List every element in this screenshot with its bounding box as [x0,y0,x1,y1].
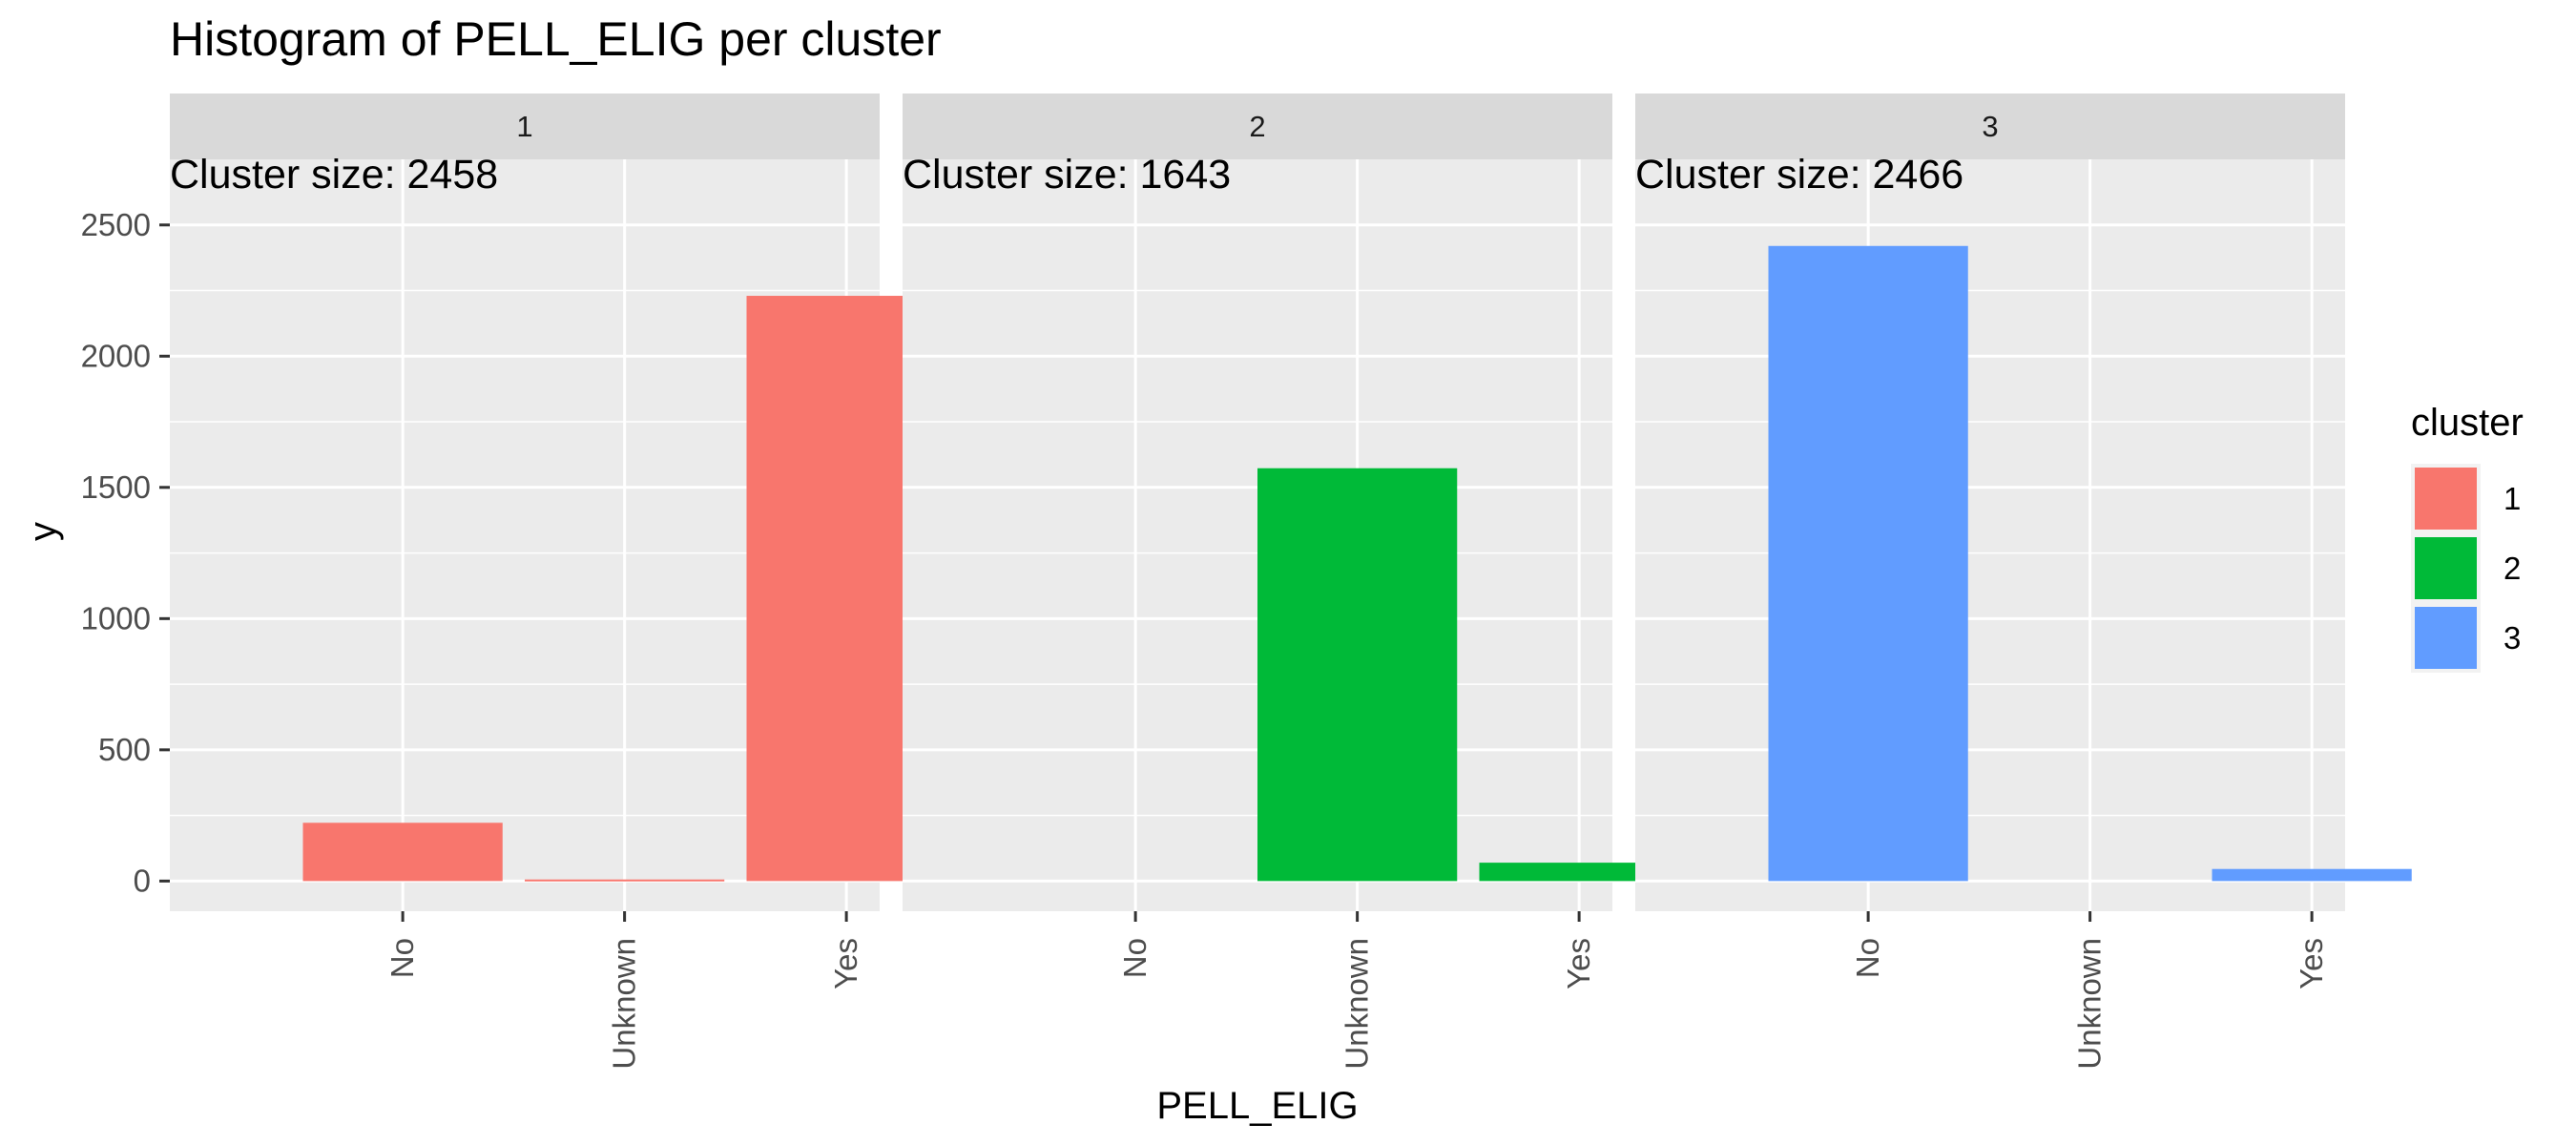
y-axis: 0 500 1000 1500 2000 2500 [81,207,170,898]
legend-swatch-1 [2415,468,2477,530]
cluster-size-annotation: Cluster size: 2458 [170,152,498,198]
x-axis-title: PELL_ELIG [1156,1085,1358,1127]
y-tick-label: 2000 [81,338,151,373]
y-axis-title: y [22,522,64,541]
bar-1-no [302,822,503,882]
bar-2-yes [1479,863,1679,882]
legend-title: cluster [2411,402,2524,444]
legend-label: 1 [2503,481,2521,516]
x-tick-label: No [384,938,420,978]
legend-label: 3 [2503,620,2521,656]
x-tick-label: Unknown [2072,938,2108,1070]
panel-background [1635,159,2345,911]
bar-3-yes [2212,868,2412,882]
x-tick-label: Yes [828,938,863,989]
y-tick-label: 1000 [81,600,151,635]
legend-swatch-2 [2415,537,2477,599]
x-tick-label: Yes [2294,938,2329,989]
facet-strip [1635,94,2345,159]
y-tick-label: 0 [134,863,151,898]
legend-swatch-3 [2415,607,2477,669]
x-tick-label: Yes [1561,938,1596,989]
facet-strip [903,94,1612,159]
facet-panel-3: 3 Cluster size: 2466 No Unknown Yes [1635,94,2412,1070]
x-tick-label: No [1117,938,1153,978]
bar-2-unknown [1257,468,1458,882]
facet-strip-label: 1 [516,110,532,143]
legend: cluster 1 2 3 [2411,402,2524,673]
x-tick-label: Unknown [1340,938,1375,1070]
x-tick-label: No [1850,938,1885,978]
cluster-size-annotation: Cluster size: 1643 [903,152,1231,198]
y-tick-label: 500 [98,732,151,767]
facet-panel-2: 2 Cluster size: 1643 No Unknown Yes [903,94,1679,1070]
bar-1-unknown [525,879,725,882]
chart-title: Histogram of PELL_ELIG per cluster [170,12,942,66]
facet-strip [170,94,880,159]
legend-label: 2 [2503,551,2521,586]
facet-panels: 1 Cluster size: 2458 No Unknown Yes 2 Cluster … [170,94,2412,1070]
y-tick-label: 1500 [81,469,151,505]
facet-strip-label: 2 [1249,110,1265,143]
bar-3-no [1768,245,1968,882]
y-tick-label: 2500 [81,207,151,242]
facet-strip-label: 3 [1982,110,1998,143]
x-tick-label: Unknown [607,938,642,1070]
cluster-size-annotation: Cluster size: 2466 [1635,152,1963,198]
facet-panel-1: 1 Cluster size: 2458 No Unknown Yes [170,94,946,1070]
